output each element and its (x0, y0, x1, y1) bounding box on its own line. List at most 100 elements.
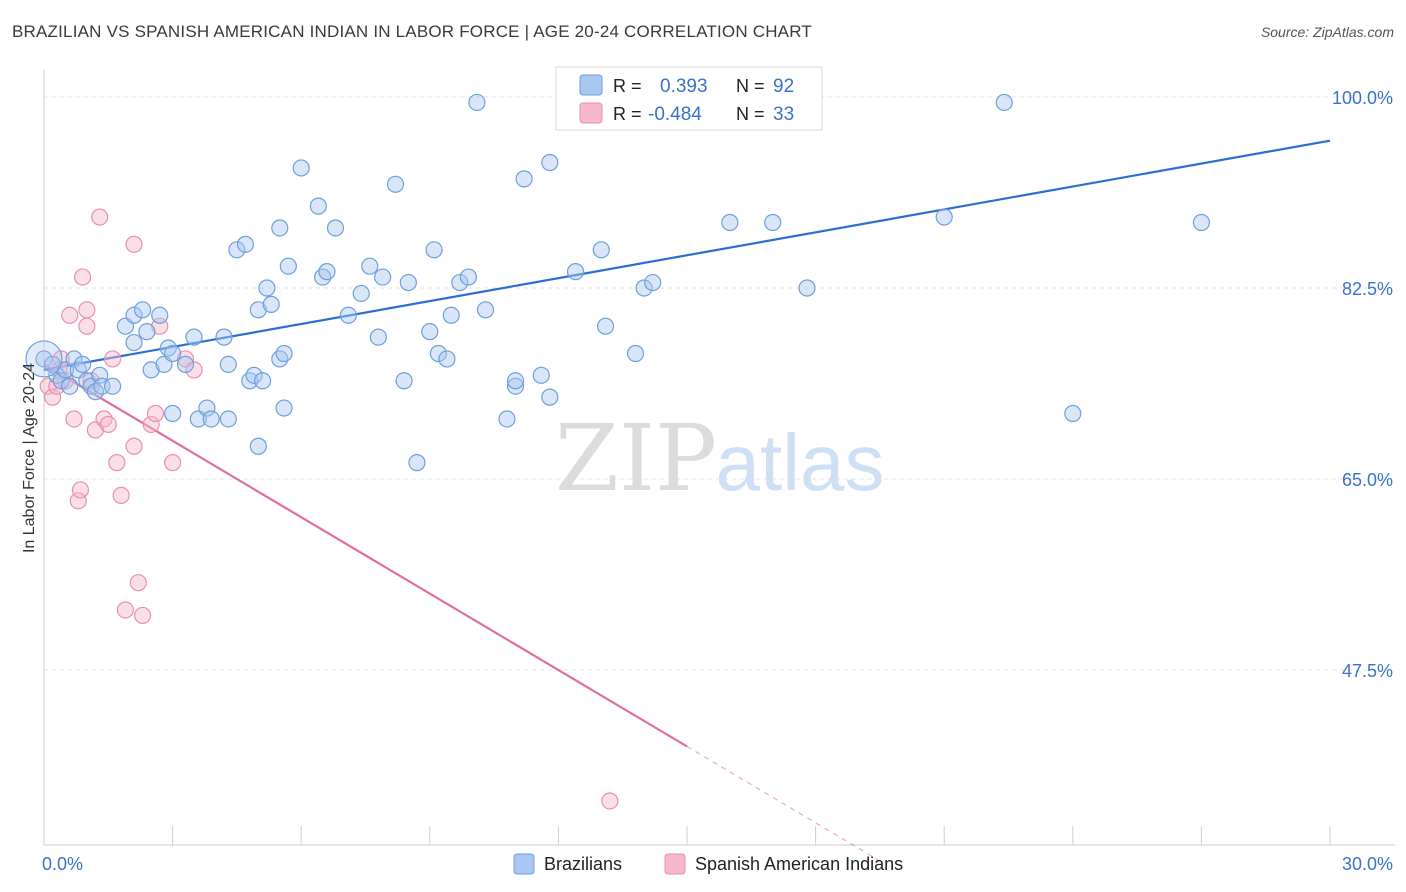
data-point-spanish-american-indians (146, 404, 165, 423)
data-point-brazilians (164, 404, 182, 423)
data-point-brazilians (198, 399, 216, 417)
data-point-brazilians (592, 241, 610, 259)
data-point-brazilians (399, 273, 417, 292)
data-point-spanish-american-indians (69, 492, 87, 510)
data-point-brazilians (151, 306, 169, 324)
data-point-brazilians (279, 257, 297, 275)
data-point-brazilians (566, 263, 585, 281)
bottom-legend-label-spanish-american-indians: Spanish American Indians (695, 854, 903, 874)
trend-line-spanish-american-indians (43, 363, 688, 748)
data-point-brazilians (125, 306, 143, 324)
bottom-legend-swatch-brazilians (513, 853, 535, 875)
data-point-spanish-american-indians (52, 350, 70, 368)
data-point-brazilians (451, 273, 469, 292)
watermark-atlas: atlas (716, 418, 885, 507)
data-point-brazilians (764, 213, 782, 232)
data-point-brazilians (138, 323, 156, 341)
data-point-brazilians (935, 208, 953, 226)
bottom-legend-swatch-spanish-american-indians (664, 853, 686, 875)
data-point-brazilians (506, 372, 525, 390)
data-point-brazilians (52, 372, 70, 390)
legend-r-value-1: 0.393 (660, 76, 708, 97)
data-point-brazilians (374, 268, 392, 286)
series-brazilians (25, 93, 1211, 472)
data-point-brazilians (228, 241, 246, 259)
y-axis-label: In Labor Force | Age 20-24 (21, 363, 38, 553)
data-point-spanish-american-indians (61, 306, 79, 324)
data-point-brazilians (596, 317, 615, 335)
data-point-brazilians (541, 153, 559, 172)
data-point-brazilians (219, 410, 237, 428)
x-tick-labels: 0.0% 30.0% (42, 854, 1393, 874)
data-point-brazilians (369, 328, 387, 346)
data-point-brazilians (35, 350, 53, 368)
y-tick-label: 47.5% (1342, 661, 1393, 681)
chart-source: Source: ZipAtlas.com (1260, 24, 1394, 40)
legend-swatch-brazilians (579, 74, 603, 96)
data-point-brazilians (386, 175, 405, 193)
bottom-legend-label-brazilians: Brazilians (544, 854, 622, 874)
data-point-spanish-american-indians (116, 601, 135, 619)
data-point-brazilians-large (25, 340, 63, 378)
data-point-spanish-american-indians (99, 415, 117, 434)
data-point-brazilians (995, 93, 1013, 112)
legend-n-value-1: 92 (773, 76, 794, 97)
data-point-brazilians (185, 328, 203, 346)
data-point-spanish-american-indians (103, 350, 122, 368)
data-point-brazilians (798, 279, 816, 297)
axes (43, 70, 1395, 846)
data-point-spanish-american-indians (129, 574, 147, 592)
data-point-brazilians (635, 279, 653, 297)
data-point-brazilians (249, 301, 267, 319)
data-point-brazilians (292, 159, 310, 177)
trend-line-extension-spanish-american-indians (686, 745, 881, 862)
chart-title: BRAZILIAN VS SPANISH AMERICAN INDIAN IN … (12, 22, 812, 41)
y-tick-label: 65.0% (1342, 470, 1393, 490)
data-point-brazilians (91, 366, 109, 384)
data-point-spanish-american-indians (164, 454, 182, 472)
data-point-spanish-american-indians (65, 410, 83, 428)
x-tick-label: 0.0% (42, 854, 83, 874)
watermark: ZIP atlas (555, 405, 885, 512)
data-point-brazilians (73, 355, 92, 373)
data-point-brazilians (541, 388, 559, 406)
series-legend: Brazilians Spanish American Indians (513, 853, 903, 875)
data-point-brazilians (275, 344, 293, 363)
data-point-brazilians (476, 301, 495, 319)
data-point-brazilians (395, 372, 413, 390)
data-point-brazilians (339, 306, 357, 324)
trend-lines (43, 139, 1331, 862)
data-point-brazilians (498, 410, 516, 428)
data-point-spanish-american-indians (82, 372, 100, 390)
legend-n-label-2: N = (736, 104, 765, 124)
y-tick-label: 100.0% (1332, 88, 1393, 108)
data-point-brazilians (408, 454, 426, 472)
x-tick-label: 30.0% (1342, 854, 1393, 874)
data-point-brazilians (506, 377, 525, 395)
legend-swatch-spanish-american-indians (579, 102, 603, 124)
data-point-spanish-american-indians (601, 792, 619, 810)
trend-line-brazilians (43, 139, 1331, 371)
data-point-brazilians (442, 306, 460, 324)
data-point-brazilians (532, 366, 550, 384)
data-point-spanish-american-indians (78, 317, 96, 335)
data-point-spanish-american-indians (112, 486, 130, 504)
data-point-brazilians (236, 235, 255, 253)
data-point-brazilians (43, 355, 62, 373)
data-point-brazilians (254, 372, 272, 390)
data-point-spanish-american-indians (185, 361, 203, 379)
data-point-brazilians (275, 399, 293, 417)
data-point-brazilians (468, 93, 486, 112)
correlation-legend: R = 0.393 N = 92 R = -0.484 N = 33 (555, 66, 823, 131)
data-point-brazilians (245, 366, 263, 384)
data-point-brazilians (421, 323, 439, 341)
data-point-brazilians (459, 268, 477, 286)
legend-r-value-2: -0.484 (648, 104, 702, 125)
data-point-brazilians (271, 219, 289, 237)
data-point-brazilians (219, 355, 237, 373)
data-point-brazilians (164, 344, 182, 363)
data-point-brazilians (429, 344, 447, 363)
y-tick-label: 82.5% (1342, 279, 1393, 299)
watermark-zip: ZIP (555, 405, 717, 512)
